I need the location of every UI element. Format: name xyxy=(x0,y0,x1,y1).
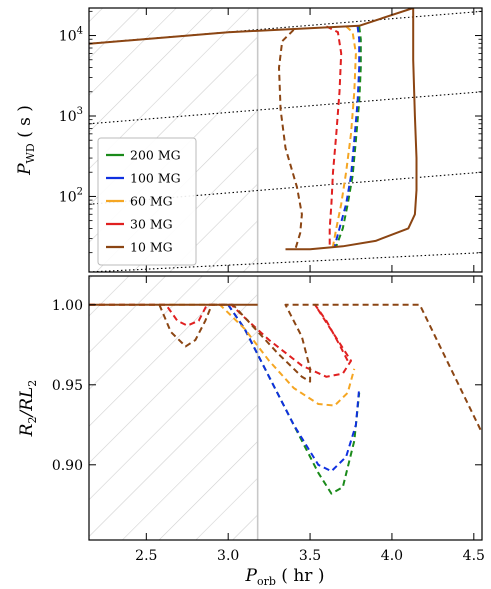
bottom-hatch-fill xyxy=(89,276,258,540)
top-series xyxy=(89,8,418,251)
bottom-xtick-label: 2.5 xyxy=(135,548,157,564)
bottom-series-10-mg xyxy=(158,303,482,434)
bottom-panel: 0.90 0.95 1.00 2.5 3.0 3.5 4.0 4.5 R2/RL2 Porb … xyxy=(17,275,485,588)
top-series-200-mg xyxy=(335,26,362,247)
top-y-axis-label: PWD ( s ) xyxy=(15,105,37,176)
legend-label: 10 MG xyxy=(130,240,173,255)
bottom-ticks: 0.90 0.95 1.00 2.5 3.0 3.5 4.0 4.5 xyxy=(52,276,485,564)
bottom-y-axis-label: R2/RL2 xyxy=(17,380,39,438)
legend: 200 MG 100 MG 60 MG 30 MG 10 MG xyxy=(97,137,197,266)
top-ticks: 102 103 104 xyxy=(59,8,482,272)
top-panel: 102 103 104 PWD ( s ) 200 MG 100 MG 60 MG 30 … xyxy=(15,7,483,273)
bottom-series xyxy=(89,303,482,495)
bottom-frame xyxy=(88,275,483,541)
legend-box xyxy=(97,137,197,266)
top-ytick-label: 104 xyxy=(59,26,83,45)
top-series-30-mg xyxy=(325,25,343,247)
bottom-series-30-mg xyxy=(89,303,352,378)
top-series-60-mg xyxy=(332,25,357,247)
top-ytick-label: 102 xyxy=(59,186,83,205)
legend-label: 30 MG xyxy=(130,217,173,232)
legend-label: 200 MG xyxy=(130,148,181,163)
legend-label: 100 MG xyxy=(130,171,181,186)
top-series-10-mg xyxy=(278,29,303,250)
bottom-xtick-label: 4.5 xyxy=(463,548,485,564)
bottom-series-100-mg xyxy=(227,304,361,473)
bottom-ytick-label: 0.90 xyxy=(52,458,83,474)
x-axis-label: Porb ( hr ) xyxy=(245,566,325,588)
bottom-ytick-label: 0.95 xyxy=(52,378,83,394)
bottom-xtick-label: 3.0 xyxy=(217,548,239,564)
bottom-ytick-label: 1.00 xyxy=(52,298,83,314)
reference-line-2 xyxy=(89,91,482,125)
bottom-hatched-region xyxy=(89,276,259,540)
legend-label: 60 MG xyxy=(130,194,173,209)
bottom-xtick-label: 3.5 xyxy=(299,548,321,564)
reference-line-4 xyxy=(89,252,482,272)
bottom-xtick-label: 4.0 xyxy=(381,548,403,564)
reference-line-1 xyxy=(89,10,482,44)
top-series-100-mg xyxy=(333,26,361,247)
top-ytick-label: 103 xyxy=(59,106,83,125)
bottom-series-60-mg xyxy=(89,303,356,407)
top-series-track-5 xyxy=(89,8,418,251)
bottom-series-200-mg xyxy=(227,304,361,495)
